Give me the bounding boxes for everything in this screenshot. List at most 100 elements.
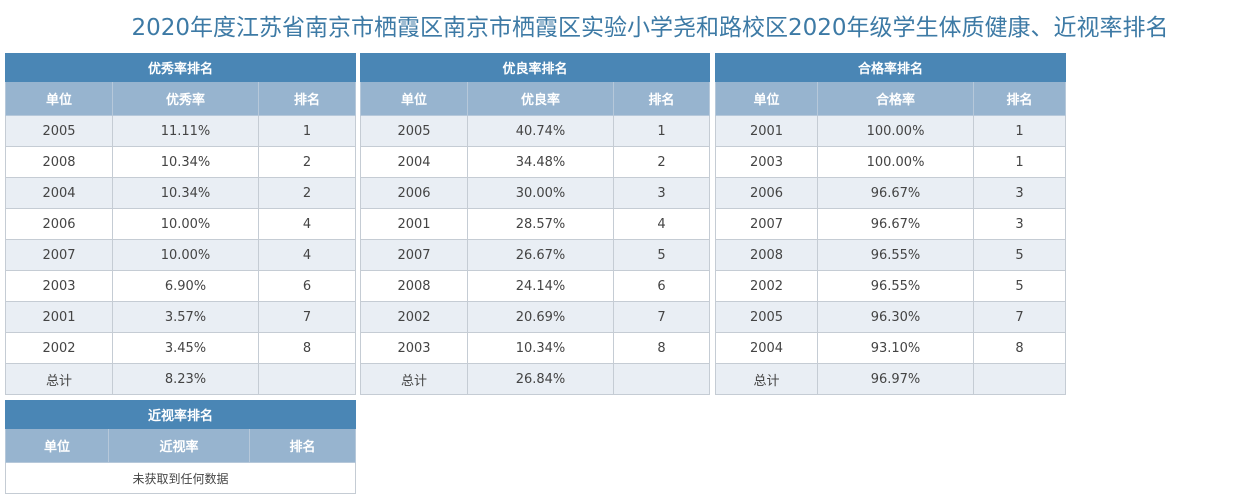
cell-unit: 2001	[5, 301, 113, 333]
cell-rank: 1	[257, 115, 357, 147]
cell-rank: 5	[972, 270, 1067, 302]
cell-rate: 96.55%	[817, 270, 974, 302]
cell-unit: 2006	[360, 177, 468, 209]
table-row: 2006 96.67% 3	[715, 177, 1067, 209]
cell-rate: 100.00%	[817, 146, 974, 178]
total-row: 总计 96.97%	[715, 363, 1067, 395]
cell-rate: 28.57%	[467, 208, 614, 240]
table-row: 2003 6.90% 6	[5, 270, 357, 302]
cell-rank: 2	[612, 146, 711, 178]
cell-rank: 2	[257, 177, 357, 209]
table-row: 2008 24.14% 6	[360, 270, 711, 302]
cell-rate: 34.48%	[467, 146, 614, 178]
myopia-rate-panel: 近视率排名 单位 近视率 排名 未获取到任何数据	[4, 400, 357, 494]
table-row: 2007 26.67% 5	[360, 239, 711, 271]
cell-total-label: 总计	[5, 363, 113, 395]
table-row: 2005 11.11% 1	[5, 115, 357, 147]
cell-rank: 7	[972, 301, 1067, 333]
cell-rate: 6.90%	[112, 270, 259, 302]
cell-unit: 2007	[360, 239, 468, 271]
cell-rate: 96.30%	[817, 301, 974, 333]
cell-unit: 2008	[715, 239, 818, 271]
table-row: 2003 100.00% 1	[715, 146, 1067, 178]
cell-rank: 2	[257, 146, 357, 178]
column-header-rate: 合格率	[817, 81, 974, 116]
cell-unit: 2005	[5, 115, 113, 147]
cell-rank: 1	[972, 115, 1067, 147]
good-rate-panel: 优良率排名 单位 优良率 排名 2005 40.74% 1 2004 34.48% 2 …	[359, 53, 711, 395]
cell-rank: 6	[257, 270, 357, 302]
table-row: 2004 34.48% 2	[360, 146, 711, 178]
cell-rank: 1	[972, 146, 1067, 178]
cell-rate: 96.55%	[817, 239, 974, 271]
table-row: 2008 96.55% 5	[715, 239, 1067, 271]
page-title: 2020年度江苏省南京市栖霞区南京市栖霞区实验小学尧和路校区2020年级学生体质…	[131, 15, 1169, 41]
cell-rate: 10.00%	[112, 208, 259, 240]
cell-rate: 96.67%	[817, 208, 974, 240]
table-row: 2006 30.00% 3	[360, 177, 711, 209]
cell-rate: 10.34%	[112, 177, 259, 209]
cell-rank: 7	[612, 301, 711, 333]
cell-rank: 7	[257, 301, 357, 333]
cell-total-rank	[257, 363, 357, 395]
table-row: 2005 96.30% 7	[715, 301, 1067, 333]
cell-unit: 2005	[715, 301, 818, 333]
cell-unit: 2004	[715, 332, 818, 364]
cell-rate: 93.10%	[817, 332, 974, 364]
cell-rank: 1	[612, 115, 711, 147]
column-header-rank: 排名	[612, 81, 711, 116]
cell-unit: 2008	[5, 146, 113, 178]
cell-unit: 2003	[715, 146, 818, 178]
column-header-rank: 排名	[257, 81, 357, 116]
cell-total-rate: 26.84%	[467, 363, 614, 395]
excellent-rate-table: 优秀率排名 单位 优秀率 排名 2005 11.11% 1 2008 10.34% 2 …	[4, 53, 357, 395]
panel-title: 合格率排名	[714, 53, 1067, 82]
table-row: 2004 93.10% 8	[715, 332, 1067, 364]
cell-rate: 3.57%	[112, 301, 259, 333]
cell-total-rank	[972, 363, 1067, 395]
pass-rate-table: 合格率排名 单位 合格率 排名 2001 100.00% 1 2003 100.00%…	[714, 53, 1067, 395]
table-row: 2008 10.34% 2	[5, 146, 357, 178]
cell-unit: 2006	[715, 177, 818, 209]
cell-rate: 96.67%	[817, 177, 974, 209]
cell-unit: 2003	[5, 270, 113, 302]
column-header-unit: 单位	[5, 428, 109, 463]
cell-unit: 2002	[715, 270, 818, 302]
table-row: 2001 28.57% 4	[360, 208, 711, 240]
cell-total-rate: 96.97%	[817, 363, 974, 395]
excellent-rate-panel: 优秀率排名 单位 优秀率 排名 2005 11.11% 1 2008 10.34% 2 …	[4, 53, 357, 395]
good-rate-table: 优良率排名 单位 优良率 排名 2005 40.74% 1 2004 34.48% 2 …	[359, 53, 711, 395]
cell-unit: 2007	[5, 239, 113, 271]
column-header-unit: 单位	[5, 81, 113, 116]
cell-rate: 40.74%	[467, 115, 614, 147]
table-row: 2007 96.67% 3	[715, 208, 1067, 240]
cell-rank: 8	[972, 332, 1067, 364]
cell-unit: 2004	[360, 146, 468, 178]
empty-state-message: 未获取到任何数据	[4, 462, 357, 494]
table-row: 2006 10.00% 4	[5, 208, 357, 240]
cell-unit: 2003	[360, 332, 468, 364]
cell-unit: 2002	[360, 301, 468, 333]
cell-rate: 3.45%	[112, 332, 259, 364]
cell-rate: 100.00%	[817, 115, 974, 147]
cell-unit: 2007	[715, 208, 818, 240]
cell-unit: 2001	[715, 115, 818, 147]
column-header-rate: 近视率	[108, 428, 250, 463]
cell-rate: 30.00%	[467, 177, 614, 209]
panel-title: 近视率排名	[4, 400, 357, 429]
cell-rank: 4	[612, 208, 711, 240]
cell-rank: 3	[612, 177, 711, 209]
cell-total-rank	[612, 363, 711, 395]
column-header-rate: 优良率	[467, 81, 614, 116]
table-row: 2005 40.74% 1	[360, 115, 711, 147]
cell-unit: 2004	[5, 177, 113, 209]
total-row: 总计 26.84%	[360, 363, 711, 395]
table-row: 2004 10.34% 2	[5, 177, 357, 209]
cell-rank: 3	[972, 177, 1067, 209]
table-row: 2002 96.55% 5	[715, 270, 1067, 302]
cell-rank: 5	[612, 239, 711, 271]
cell-unit: 2002	[5, 332, 113, 364]
cell-rate: 10.00%	[112, 239, 259, 271]
pass-rate-panel: 合格率排名 单位 合格率 排名 2001 100.00% 1 2003 100.00%…	[714, 53, 1067, 395]
cell-rate: 24.14%	[467, 270, 614, 302]
